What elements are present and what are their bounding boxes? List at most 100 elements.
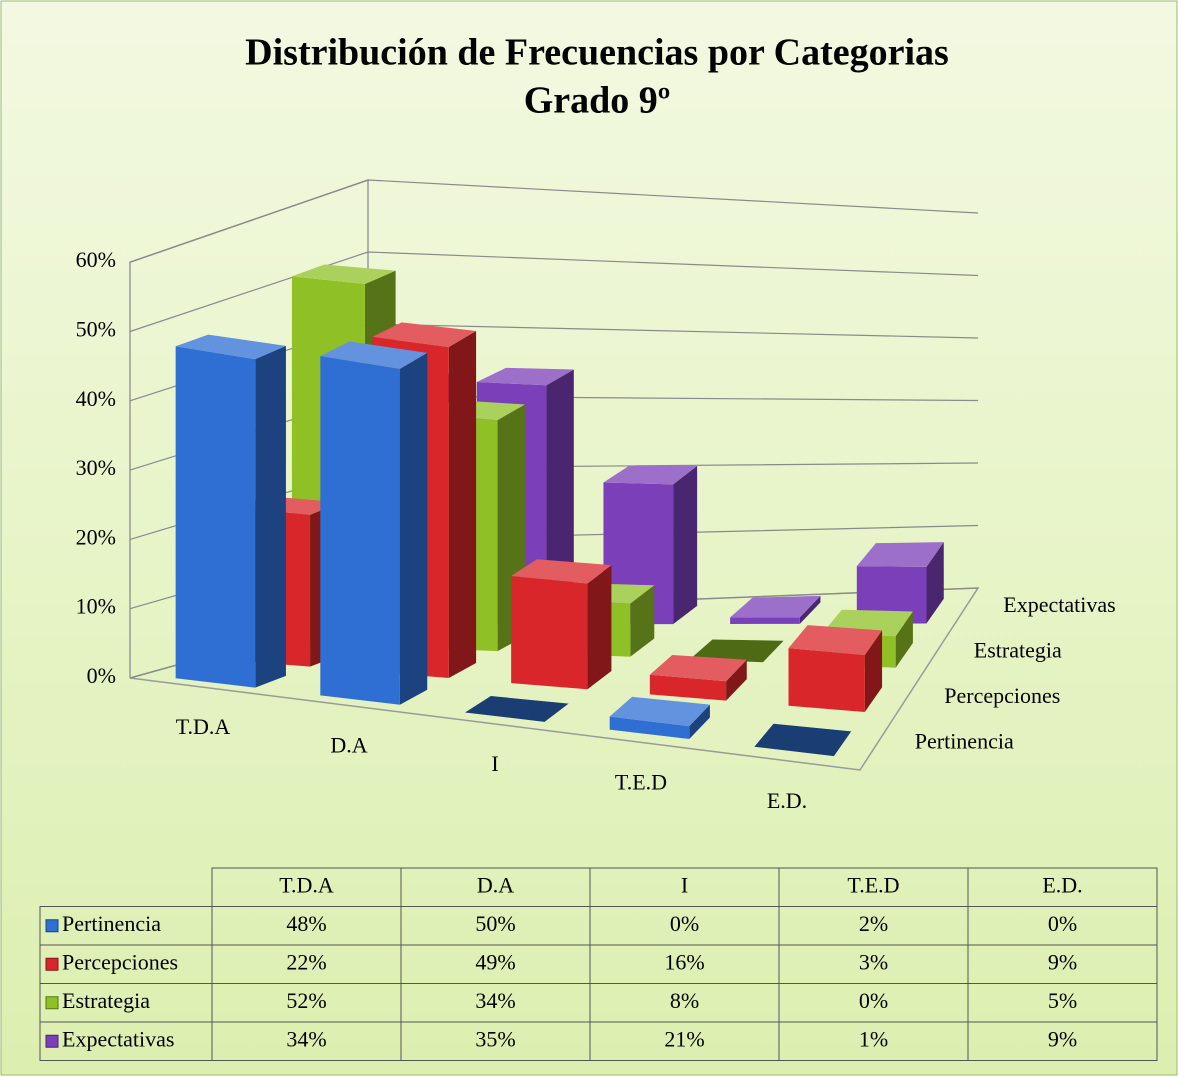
y-tick-label: 10% bbox=[76, 594, 116, 619]
bar-top bbox=[320, 341, 428, 370]
bar-side bbox=[689, 704, 710, 740]
depth-label: Pertinencia bbox=[915, 728, 1014, 753]
depth-label: Percepciones bbox=[944, 683, 1060, 708]
bar bbox=[465, 696, 569, 722]
bar-side bbox=[399, 352, 428, 705]
bar-top bbox=[465, 696, 569, 722]
bar-side bbox=[448, 330, 477, 678]
bar-side bbox=[895, 611, 913, 668]
bar bbox=[689, 639, 784, 663]
bar bbox=[175, 334, 286, 688]
bar-top bbox=[511, 559, 612, 584]
table-cell: 21% bbox=[664, 1026, 704, 1051]
bar-side bbox=[630, 585, 655, 657]
bar-top bbox=[754, 723, 852, 757]
table-cell: 22% bbox=[286, 949, 326, 974]
bar-front bbox=[730, 617, 800, 624]
bar-front bbox=[320, 356, 400, 705]
legend-swatch bbox=[45, 919, 59, 933]
bar-top bbox=[603, 465, 698, 485]
table-cell: 9% bbox=[1048, 949, 1077, 974]
x-tick-label: D.A bbox=[330, 733, 367, 758]
depth-label: Estrategia bbox=[974, 637, 1062, 662]
table-header: I bbox=[681, 872, 688, 897]
table-header: E.D. bbox=[1042, 872, 1082, 897]
bar-side bbox=[799, 595, 821, 624]
table-cell: 0% bbox=[670, 911, 699, 936]
legend-swatch bbox=[45, 996, 59, 1010]
bar bbox=[511, 559, 612, 690]
bar-side bbox=[926, 542, 944, 624]
legend-label: Estrategia bbox=[62, 988, 150, 1013]
bar-top bbox=[730, 595, 821, 618]
bar-front bbox=[511, 576, 588, 690]
data-table: T.D.A D.A I T.E.D E.D. Pertinencia 48% 50% 0% 2% 0… bbox=[39, 867, 1158, 1061]
bar-front bbox=[788, 648, 865, 712]
table-cell: 0% bbox=[1048, 911, 1077, 936]
plot-area: 0% 10% 20% 30% 40% 50% 60% T.D.A D.A I T.E.D E.D. Pe… bbox=[76, 178, 1116, 813]
grid-line bbox=[129, 251, 979, 333]
bar-side bbox=[587, 565, 612, 690]
bar bbox=[649, 655, 747, 701]
bar-top bbox=[689, 639, 784, 663]
bar bbox=[730, 595, 821, 624]
table-cell: 9% bbox=[1048, 1026, 1077, 1051]
bar-top bbox=[788, 625, 883, 656]
bar bbox=[609, 696, 710, 740]
bar-top bbox=[476, 367, 574, 386]
bar-front bbox=[856, 566, 927, 624]
bar-side bbox=[255, 345, 286, 688]
bar-top bbox=[856, 542, 944, 567]
table-cell: 2% bbox=[859, 911, 888, 936]
x-tick-label: T.E.D bbox=[615, 769, 667, 794]
table-cell: 16% bbox=[664, 949, 704, 974]
bar-side bbox=[673, 465, 698, 625]
bar-side bbox=[864, 630, 883, 712]
bar bbox=[320, 341, 428, 705]
legend-swatch bbox=[45, 1034, 59, 1048]
legend-label: Expectativas bbox=[62, 1026, 174, 1051]
bar-top bbox=[175, 334, 286, 360]
legend-label: Percepciones bbox=[62, 949, 178, 974]
table-header: T.D.A bbox=[279, 872, 334, 897]
bar-front bbox=[649, 674, 727, 701]
bar bbox=[754, 723, 852, 757]
table-header: D.A bbox=[477, 872, 514, 897]
table-cell: 0% bbox=[859, 988, 888, 1013]
bar-side bbox=[726, 659, 747, 701]
bar-front bbox=[609, 716, 690, 740]
table-cell: 50% bbox=[475, 911, 515, 936]
table-cell: 52% bbox=[286, 988, 326, 1013]
x-tick-label: I bbox=[491, 751, 498, 776]
y-tick-label: 50% bbox=[76, 317, 116, 342]
table-cell: 35% bbox=[475, 1026, 515, 1051]
bar bbox=[788, 625, 883, 712]
y-tick-label: 0% bbox=[87, 663, 116, 688]
x-tick-label: E.D. bbox=[767, 788, 807, 813]
y-tick-label: 40% bbox=[76, 386, 116, 411]
table-cell: 34% bbox=[475, 988, 515, 1013]
chart-title: Distribución de Frecuencias por Categori… bbox=[245, 32, 949, 74]
bar bbox=[856, 542, 944, 624]
legend-swatch bbox=[45, 957, 59, 971]
x-tick-label: T.D.A bbox=[176, 714, 231, 739]
grid-line bbox=[129, 179, 979, 263]
bar-top bbox=[649, 655, 747, 682]
table-cell: 48% bbox=[286, 911, 326, 936]
table-cell: 34% bbox=[286, 1026, 326, 1051]
table-cell: 49% bbox=[475, 949, 515, 974]
table-header: T.E.D bbox=[847, 872, 899, 897]
bar-top bbox=[609, 696, 710, 727]
y-tick-label: 60% bbox=[76, 247, 116, 272]
bar-top bbox=[291, 264, 396, 285]
depth-label: Expectativas bbox=[1003, 592, 1115, 617]
y-tick-label: 20% bbox=[76, 524, 116, 549]
table-cell: 1% bbox=[859, 1026, 888, 1051]
bar-top bbox=[372, 322, 477, 348]
bar-front bbox=[175, 346, 256, 688]
chart-subtitle: Grado 9º bbox=[524, 80, 671, 122]
table-cell: 3% bbox=[859, 949, 888, 974]
y-tick-label: 30% bbox=[76, 455, 116, 480]
